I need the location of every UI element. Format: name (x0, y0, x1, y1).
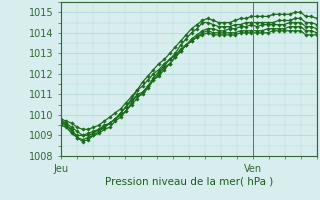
X-axis label: Pression niveau de la mer( hPa ): Pression niveau de la mer( hPa ) (105, 176, 273, 186)
